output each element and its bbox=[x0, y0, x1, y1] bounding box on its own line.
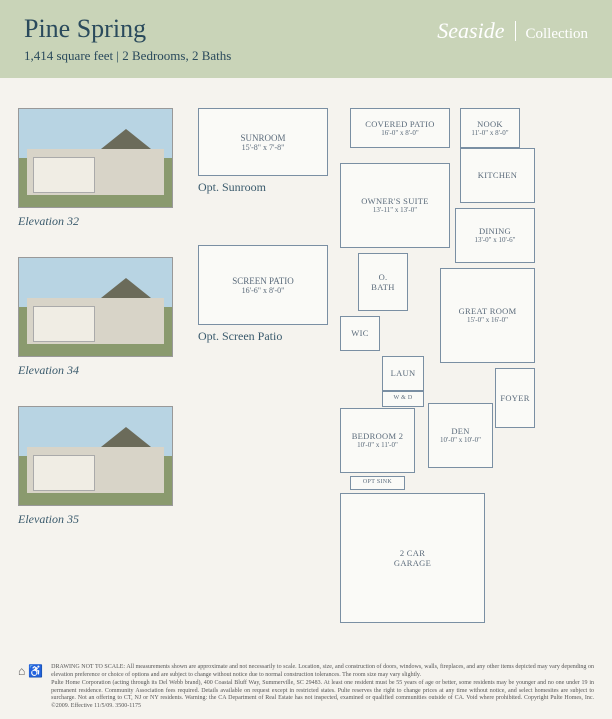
room-name: SCREEN PATIO bbox=[232, 276, 293, 286]
room-den: DEN 10'-0" x 10'-0" bbox=[428, 403, 493, 468]
room-foyer: FOYER bbox=[495, 368, 535, 428]
room-dim: 15'-8" x 7'-8" bbox=[242, 143, 285, 152]
collection-word: Collection bbox=[526, 26, 589, 43]
room-dining: DINING 13'-0" x 10'-6" bbox=[455, 208, 535, 263]
room-name: COVERED PATIO bbox=[365, 119, 434, 129]
room-name: OPT SINK bbox=[363, 479, 392, 486]
plans-area: SUNROOM 15'-8" x 7'-8" Opt. Sunroom SCRE… bbox=[198, 108, 594, 668]
room-dim: 10'-0" x 10'-0" bbox=[440, 436, 481, 444]
room-wic: WIC bbox=[340, 316, 380, 351]
option-label: Opt. Sunroom bbox=[198, 180, 328, 195]
collection-divider bbox=[515, 21, 516, 41]
room-name: SUNROOM bbox=[240, 133, 285, 143]
room-name: DINING bbox=[479, 226, 511, 236]
header-left: Pine Spring 1,414 square feet | 2 Bedroo… bbox=[24, 14, 231, 64]
room-name: W & D bbox=[393, 395, 412, 402]
disclaimer: ⌂ ♿ DRAWING NOT TO SCALE: All measuremen… bbox=[18, 664, 594, 711]
room-name: OWNER'S SUITE bbox=[361, 196, 429, 206]
elevation-image bbox=[18, 108, 173, 208]
header: Pine Spring 1,414 square feet | 2 Bedroo… bbox=[0, 0, 612, 78]
room-name: WIC bbox=[351, 328, 368, 338]
option-sunroom: SUNROOM 15'-8" x 7'-8" bbox=[198, 108, 328, 176]
room-bedroom2: BEDROOM 2 10'-0" x 11'-0" bbox=[340, 408, 415, 473]
room-dim: 10'-0" x 11'-0" bbox=[357, 441, 398, 449]
options-column: SUNROOM 15'-8" x 7'-8" Opt. Sunroom SCRE… bbox=[198, 108, 328, 668]
room-dim: 13'-11" x 13'-0" bbox=[373, 206, 417, 214]
elevation-label: Elevation 34 bbox=[18, 363, 178, 378]
elevations-column: Elevation 32 Elevation 34 Elevation 35 bbox=[18, 108, 178, 668]
room-name: DEN bbox=[451, 426, 469, 436]
content: Elevation 32 Elevation 34 Elevation 35 S… bbox=[0, 78, 612, 678]
accessibility-icons: ⌂ ♿ bbox=[18, 664, 43, 680]
model-name: Pine Spring bbox=[24, 14, 231, 44]
floorplan: COVERED PATIO 16'-0" x 8'-0" NOOK 11'-0"… bbox=[340, 108, 594, 668]
elevation-card: Elevation 35 bbox=[18, 406, 178, 527]
option-block: SCREEN PATIO 16'-6" x 8'-0" Opt. Screen … bbox=[198, 245, 328, 344]
room-dim: 15'-0" x 16'-0" bbox=[467, 316, 508, 324]
room-name: KITCHEN bbox=[478, 170, 517, 180]
room-name: GREAT ROOM bbox=[459, 306, 517, 316]
room-covered-patio: COVERED PATIO 16'-0" x 8'-0" bbox=[350, 108, 450, 148]
disclaimer-line2: Pulte Home Corporation (acting through i… bbox=[51, 680, 594, 711]
room-name: O. BATH bbox=[371, 272, 394, 292]
elevation-card: Elevation 34 bbox=[18, 257, 178, 378]
room-nook: NOOK 11'-0" x 8'-0" bbox=[460, 108, 520, 148]
elevation-image bbox=[18, 257, 173, 357]
elevation-image bbox=[18, 406, 173, 506]
room-name: LAUN bbox=[391, 368, 416, 378]
room-dim: 16'-0" x 8'-0" bbox=[381, 129, 418, 137]
option-block: SUNROOM 15'-8" x 7'-8" Opt. Sunroom bbox=[198, 108, 328, 195]
elevation-card: Elevation 32 bbox=[18, 108, 178, 229]
room-name: FOYER bbox=[500, 393, 529, 403]
disclaimer-line1: DRAWING NOT TO SCALE: All measurements s… bbox=[51, 664, 594, 680]
room-kitchen: KITCHEN bbox=[460, 148, 535, 203]
header-right: Seaside Collection bbox=[437, 18, 588, 44]
room-opt-sink: OPT SINK bbox=[350, 476, 405, 490]
room-name: 2 CAR GARAGE bbox=[394, 548, 431, 568]
collection-name: Seaside bbox=[437, 18, 504, 44]
room-wd: W & D bbox=[382, 391, 424, 407]
elevation-label: Elevation 32 bbox=[18, 214, 178, 229]
model-specs: 1,414 square feet | 2 Bedrooms, 2 Baths bbox=[24, 48, 231, 64]
option-screen-patio: SCREEN PATIO 16'-6" x 8'-0" bbox=[198, 245, 328, 325]
room-o-bath: O. BATH bbox=[358, 253, 408, 311]
room-great-room: GREAT ROOM 15'-0" x 16'-0" bbox=[440, 268, 535, 363]
room-name: BEDROOM 2 bbox=[352, 431, 404, 441]
room-garage: 2 CAR GARAGE bbox=[340, 493, 485, 623]
room-owners-suite: OWNER'S SUITE 13'-11" x 13'-0" bbox=[340, 163, 450, 248]
room-laun: LAUN bbox=[382, 356, 424, 391]
room-dim: 11'-0" x 8'-0" bbox=[471, 129, 508, 137]
elevation-label: Elevation 35 bbox=[18, 512, 178, 527]
room-dim: 16'-6" x 8'-0" bbox=[242, 286, 285, 295]
room-name: NOOK bbox=[477, 119, 503, 129]
room-dim: 13'-0" x 10'-6" bbox=[475, 236, 516, 244]
option-label: Opt. Screen Patio bbox=[198, 329, 328, 344]
